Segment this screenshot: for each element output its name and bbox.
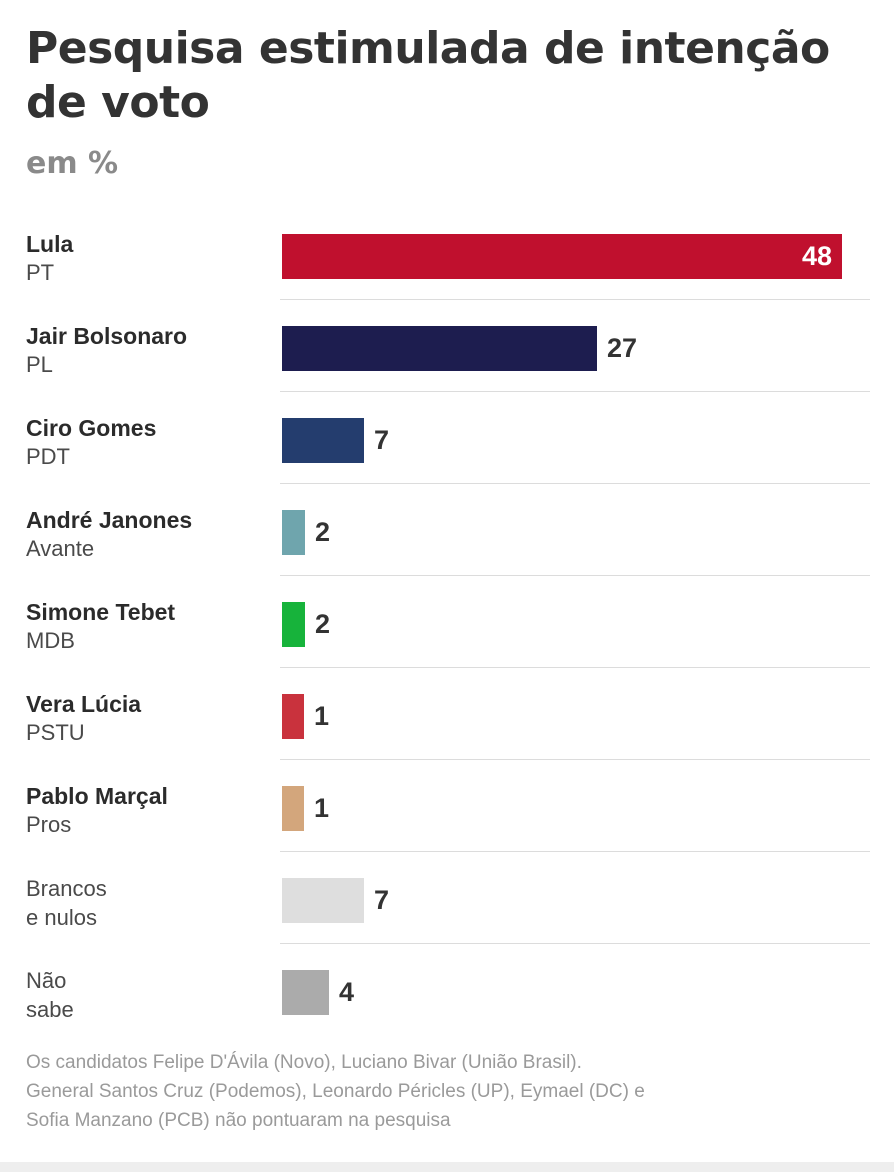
row-divider — [280, 943, 870, 944]
candidate-name: Pablo Marçal — [26, 783, 168, 809]
footnote-line: General Santos Cruz (Podemos), Leonardo … — [26, 1081, 645, 1102]
bar — [282, 418, 364, 463]
bar-rows: Lula PT 48 Jair Bolsonaro PL 27 Ciro Gomes PDT 7… — [0, 208, 894, 1036]
value-label: 27 — [607, 333, 638, 363]
row-divider — [280, 667, 870, 668]
chart-row: Ciro Gomes PDT 7 — [0, 392, 894, 484]
chart-row: André Janones Avante 2 — [0, 484, 894, 576]
value-label: 1 — [314, 793, 330, 823]
chart-row: Pablo Marçal Pros 1 — [0, 760, 894, 852]
chart-title: Pesquisa estimulada de intenção de voto — [26, 23, 830, 128]
candidate-party: MDB — [26, 628, 75, 653]
value-label: 4 — [339, 977, 355, 1007]
footnote: Os candidatos Felipe D'Ávila (Novo), Luc… — [26, 1048, 866, 1135]
candidate-name: André Janones — [26, 507, 193, 533]
category-label-line: Não — [26, 968, 67, 993]
candidate-name: Jair Bolsonaro — [26, 323, 188, 349]
value-label: 1 — [314, 701, 330, 731]
chart-row: Brancos e nulos 7 — [0, 852, 894, 944]
value-label: 7 — [374, 425, 390, 455]
value-label: 2 — [315, 517, 331, 547]
bar — [282, 878, 364, 923]
chart-row: Vera Lúcia PSTU 1 — [0, 668, 894, 760]
footnote-line: Sofia Manzano (PCB) não pontuaram na pes… — [26, 1110, 451, 1131]
bar — [282, 970, 329, 1015]
candidate-party: PL — [26, 352, 53, 377]
candidate-name: Vera Lúcia — [26, 691, 142, 717]
value-label: 7 — [374, 885, 390, 915]
category-label-line: sabe — [26, 997, 74, 1022]
chart-row: Jair Bolsonaro PL 27 — [0, 300, 894, 392]
row-divider — [280, 851, 870, 852]
chart-subtitle: em % — [26, 146, 119, 181]
value-label: 2 — [315, 609, 331, 639]
chart-row: Não sabe 4 — [0, 944, 894, 1036]
candidate-name: Lula — [26, 231, 74, 257]
bar — [282, 694, 304, 739]
candidate-party: Pros — [26, 812, 72, 837]
footnote-line: Os candidatos Felipe D'Ávila (Novo), Luc… — [26, 1052, 582, 1073]
candidate-party: PT — [26, 260, 55, 285]
candidate-party: PDT — [26, 444, 70, 469]
bar — [282, 326, 597, 371]
candidate-name: Simone Tebet — [26, 599, 176, 625]
value-label: 48 — [801, 241, 832, 271]
bar — [282, 786, 304, 831]
row-divider — [280, 575, 870, 576]
category-label: Brancos e nulos — [26, 874, 226, 932]
category-label-line: e nulos — [26, 905, 97, 930]
bar — [282, 234, 842, 279]
candidate-party: Avante — [26, 536, 95, 561]
category-label-line: Brancos — [26, 876, 107, 901]
row-divider — [280, 299, 870, 300]
candidate-party: PSTU — [26, 720, 85, 745]
bar — [282, 510, 305, 555]
bottom-band — [0, 1162, 894, 1172]
row-divider — [280, 759, 870, 760]
candidate-name: Ciro Gomes — [26, 415, 157, 441]
row-divider — [280, 391, 870, 392]
chart-row: Lula PT 48 — [0, 208, 894, 300]
bar — [282, 602, 305, 647]
chart-row: Simone Tebet MDB 2 — [0, 576, 894, 668]
category-label: Não sabe — [26, 966, 226, 1024]
row-divider — [280, 483, 870, 484]
